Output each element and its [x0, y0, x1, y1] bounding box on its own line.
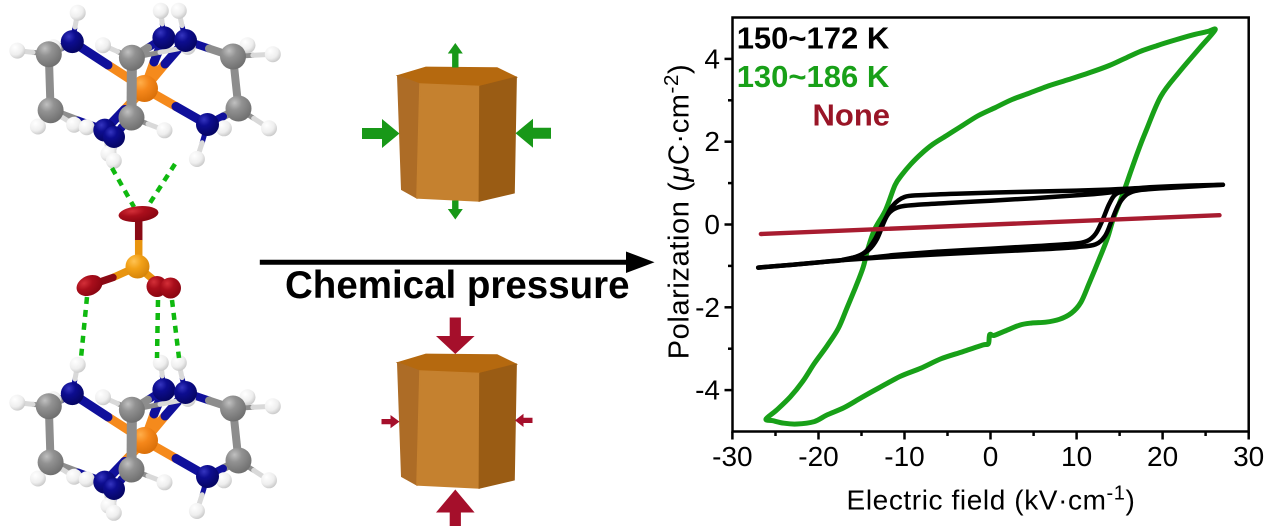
svg-text:30: 30 [1233, 441, 1264, 472]
svg-text:Chemical pressure: Chemical pressure [285, 264, 630, 307]
svg-text:-4: -4 [695, 375, 720, 406]
svg-text:0: 0 [704, 209, 720, 240]
svg-text:150~172 K: 150~172 K [737, 21, 890, 56]
svg-text:-2: -2 [695, 292, 720, 323]
svg-text:10: 10 [1061, 441, 1092, 472]
svg-text:0: 0 [983, 441, 999, 472]
svg-text:-10: -10 [884, 441, 924, 472]
svg-text:-20: -20 [798, 441, 838, 472]
svg-text:4: 4 [704, 43, 720, 74]
svg-text:Polarization (μC·cm-2): Polarization (μC·cm-2) [660, 64, 696, 360]
svg-text:-30: -30 [712, 441, 752, 472]
svg-text:Electric field (kV·cm-1): Electric field (kV·cm-1) [847, 483, 1136, 516]
svg-text:None: None [813, 98, 891, 133]
svg-text:20: 20 [1147, 441, 1178, 472]
svg-text:2: 2 [704, 126, 720, 157]
svg-text:130~186 K: 130~186 K [737, 59, 890, 94]
